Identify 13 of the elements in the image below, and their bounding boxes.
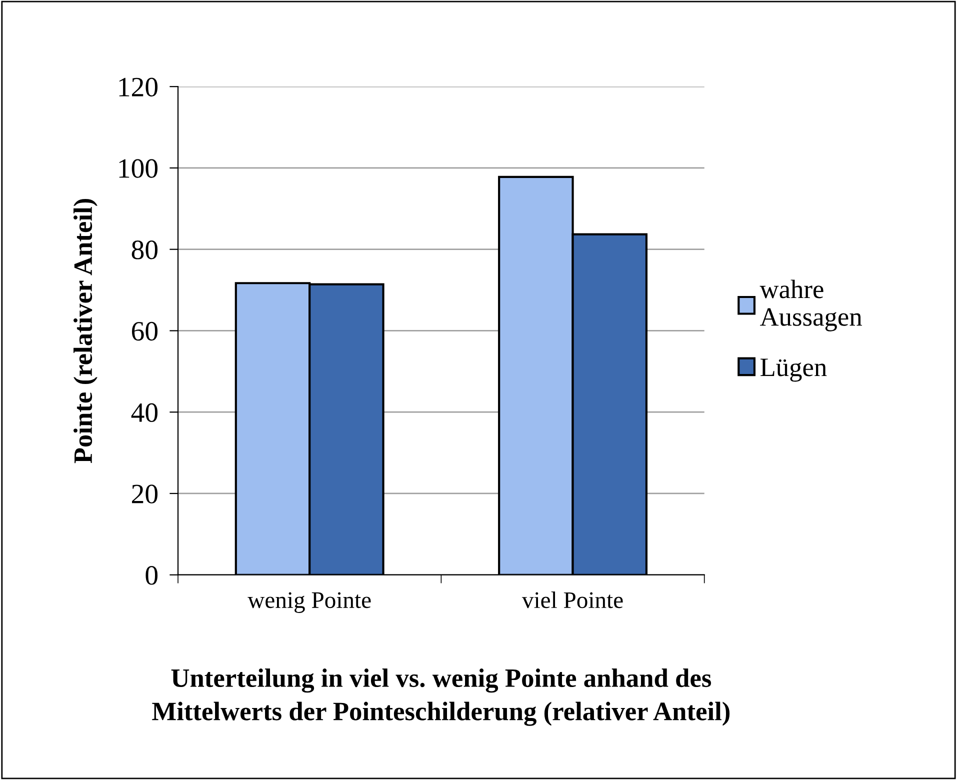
y-tick-label: 20 xyxy=(132,484,158,504)
y-tick-label: 120 xyxy=(119,78,158,96)
legend-label: Lügen xyxy=(760,358,827,382)
y-tick-label: 0 xyxy=(146,566,158,585)
legend-label: wahre Aussagen xyxy=(760,280,862,332)
y-axis-title: Pointe (relativer Anteil) xyxy=(74,198,98,464)
y-tick-label: 80 xyxy=(132,240,158,260)
x-tick-label: wenig Pointe xyxy=(248,592,371,613)
x-tick-label: viel Pointe xyxy=(522,592,623,608)
y-tick-label: 100 xyxy=(119,159,158,178)
y-tick-label: 60 xyxy=(132,322,158,341)
y-tick-label: 40 xyxy=(131,403,158,422)
x-axis-title: Unterteilung in viel vs. wenig Pointe anhand des Mittelwerts der Pointeschilderung (relativer Anteil) xyxy=(152,668,730,726)
